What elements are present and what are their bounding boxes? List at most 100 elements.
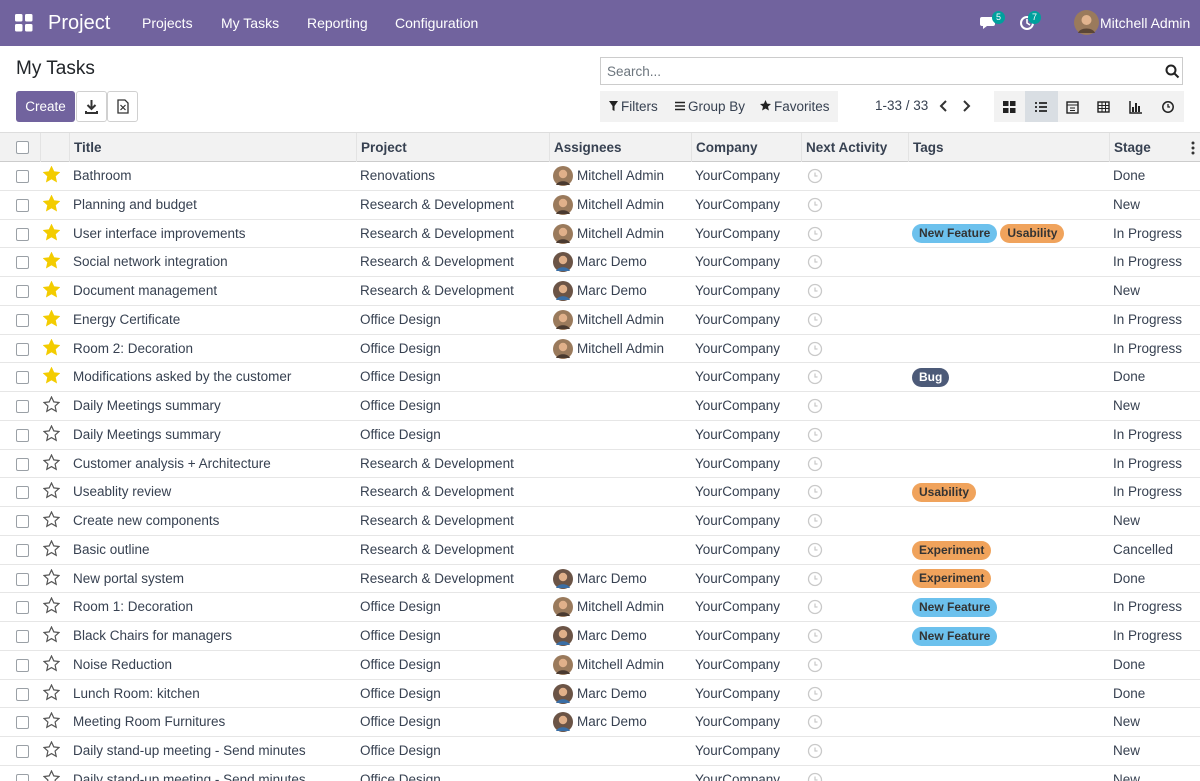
task-row[interactable]: Meeting Room Furnitures Office Design Marc…: [0, 708, 1200, 737]
activity-icon[interactable]: [807, 197, 823, 213]
activity-icon[interactable]: [807, 513, 823, 529]
row-checkbox[interactable]: [16, 400, 29, 413]
activity-icon[interactable]: [807, 398, 823, 414]
messages-icon[interactable]: [980, 15, 997, 31]
row-checkbox[interactable]: [16, 601, 29, 615]
row-checkbox[interactable]: [16, 687, 29, 701]
activity-icon[interactable]: [807, 686, 823, 702]
task-row[interactable]: Black Chairs for managers Office Design Ma…: [0, 622, 1200, 651]
task-row[interactable]: Customer analysis + Architecture Research…: [0, 450, 1200, 479]
activity-icon[interactable]: [807, 254, 823, 270]
activity-icon[interactable]: [807, 484, 823, 500]
task-row[interactable]: Lunch Room: kitchen Office Design Marc Dem…: [0, 680, 1200, 709]
create-button[interactable]: Create: [16, 91, 75, 122]
column-options[interactable]: [1190, 141, 1196, 155]
activity-icon[interactable]: [807, 369, 823, 385]
row-checkbox[interactable]: [16, 543, 29, 557]
row-checkbox[interactable]: [16, 428, 29, 442]
star-filled[interactable]: [43, 281, 60, 298]
column-header[interactable]: Company: [691, 133, 801, 162]
task-row[interactable]: Create new components Research & Developm…: [0, 507, 1200, 536]
activity-icon[interactable]: [807, 628, 823, 644]
task-row[interactable]: Daily stand-up meeting - Send minutes Off…: [0, 766, 1200, 781]
task-row[interactable]: Daily stand-up meeting - Send minutes Off…: [0, 737, 1200, 766]
row-checkbox[interactable]: [16, 371, 29, 385]
task-row[interactable]: Document management Research & Developmen…: [0, 277, 1200, 306]
menu-item[interactable]: Configuration: [395, 15, 479, 31]
star-filled[interactable]: [43, 166, 60, 183]
star-filled[interactable]: [43, 367, 60, 384]
apps-menu[interactable]: [15, 14, 33, 32]
task-row[interactable]: Daily Meetings summary Office Design YourC…: [0, 392, 1200, 421]
task-row[interactable]: Basic outline Research & Development YourC…: [0, 536, 1200, 565]
task-row[interactable]: Noise Reduction Office Design Mitchell Adm…: [0, 651, 1200, 680]
activity-icon[interactable]: [807, 571, 823, 587]
row-checkbox[interactable]: [16, 342, 29, 356]
task-row[interactable]: Modifications asked by the customer Offic…: [0, 363, 1200, 392]
star-empty[interactable]: [43, 396, 60, 413]
task-row[interactable]: Social network integration Research & Dev…: [0, 248, 1200, 277]
column-header[interactable]: Stage: [1109, 133, 1189, 162]
task-row[interactable]: Useablity review Research & Development Yo…: [0, 478, 1200, 507]
column-header[interactable]: Next Activity: [801, 133, 908, 162]
star-filled[interactable]: [43, 309, 60, 327]
user-name[interactable]: Mitchell Admin: [1100, 15, 1191, 31]
activity-icon[interactable]: [807, 772, 823, 781]
row-checkbox[interactable]: [16, 630, 29, 643]
task-row[interactable]: Daily Meetings summary Office Design YourC…: [0, 421, 1200, 450]
activity-icon[interactable]: [807, 743, 823, 759]
row-checkbox[interactable]: [16, 256, 29, 270]
activity-icon[interactable]: [807, 168, 823, 184]
column-header[interactable]: Assignees: [549, 133, 691, 162]
task-row[interactable]: Room 1: Decoration Office Design Mitchell …: [0, 593, 1200, 622]
group-by-button[interactable]: Group By: [688, 99, 746, 114]
row-checkbox[interactable]: [16, 227, 29, 241]
star-filled[interactable]: [43, 223, 60, 241]
star-empty[interactable]: [43, 683, 60, 701]
menu-item[interactable]: Projects: [142, 15, 193, 31]
pager-arrows[interactable]: [937, 99, 977, 113]
activity-icon[interactable]: [807, 312, 823, 328]
star-filled[interactable]: [43, 252, 60, 269]
view-icons[interactable]: [1003, 100, 1183, 114]
app-name[interactable]: Project: [48, 12, 111, 34]
activity-icon[interactable]: [807, 599, 823, 615]
star-empty[interactable]: [43, 568, 60, 586]
row-checkbox[interactable]: [16, 486, 29, 500]
import-button[interactable]: [76, 91, 107, 122]
menu-item[interactable]: Reporting: [307, 15, 368, 31]
row-checkbox[interactable]: [16, 457, 29, 471]
column-header[interactable]: Tags: [908, 133, 1109, 162]
task-row[interactable]: New portal system Research & Development M…: [0, 565, 1200, 594]
activity-icon[interactable]: [807, 714, 823, 730]
task-row[interactable]: User interface improvements Research & De…: [0, 220, 1200, 249]
column-header[interactable]: Project: [356, 133, 549, 162]
star-empty[interactable]: [43, 424, 60, 442]
row-checkbox[interactable]: [16, 285, 29, 298]
row-checkbox[interactable]: [16, 170, 29, 183]
activity-icon[interactable]: [807, 456, 823, 472]
row-checkbox[interactable]: [16, 515, 29, 528]
task-row[interactable]: Bathroom Renovations Mitchell Admin YourCom…: [0, 162, 1200, 191]
row-checkbox[interactable]: [16, 773, 29, 781]
activity-icon[interactable]: [807, 283, 823, 299]
star-empty[interactable]: [43, 712, 60, 729]
row-checkbox[interactable]: [16, 716, 29, 730]
activity-icon[interactable]: [807, 657, 823, 673]
filters-button[interactable]: Filters: [621, 99, 658, 114]
task-row[interactable]: Room 2: Decoration Office Design Mitchell …: [0, 335, 1200, 364]
task-row[interactable]: Planning and budget Research & Developmen…: [0, 191, 1200, 220]
row-checkbox[interactable]: [16, 313, 29, 327]
star-empty[interactable]: [43, 511, 60, 528]
export-button[interactable]: [107, 91, 138, 122]
search-bar[interactable]: Search...: [600, 57, 1183, 85]
star-empty[interactable]: [43, 482, 60, 499]
row-checkbox[interactable]: [16, 572, 29, 586]
column-header[interactable]: Title: [69, 133, 356, 162]
activity-icon[interactable]: [807, 542, 823, 558]
star-filled[interactable]: [43, 338, 60, 356]
favorites-button[interactable]: Favorites: [774, 99, 830, 114]
user-avatar[interactable]: [1074, 10, 1099, 35]
activity-icon[interactable]: [807, 427, 823, 443]
activity-icon[interactable]: [807, 341, 823, 357]
